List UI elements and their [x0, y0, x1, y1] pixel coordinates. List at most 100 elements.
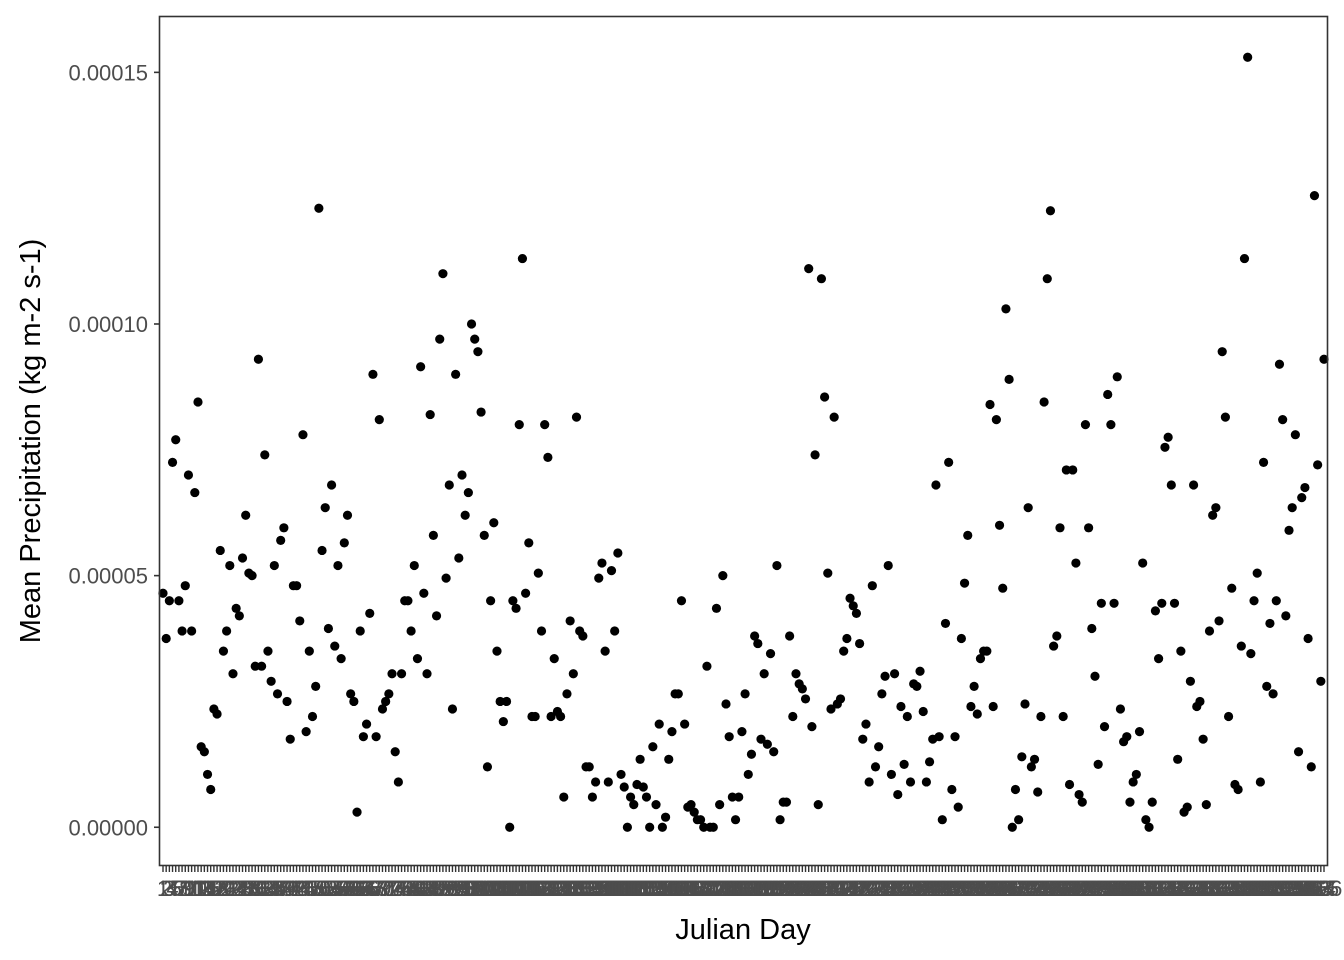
- x-tick-label: 6: [173, 876, 185, 901]
- data-point: [466, 319, 477, 329]
- data-point: [851, 608, 862, 618]
- data-point: [823, 568, 833, 578]
- data-point: [1188, 480, 1199, 490]
- x-tick-label: 61: [342, 876, 366, 901]
- data-point: [199, 747, 209, 757]
- data-point: [546, 711, 556, 722]
- x-tick-label: 77: [393, 876, 417, 901]
- x-tick-label: 363: [1296, 876, 1333, 901]
- data-point: [1023, 503, 1033, 513]
- data-point: [944, 457, 954, 467]
- data-point: [202, 769, 213, 780]
- x-tick-label: 15: [195, 876, 219, 901]
- data-point: [1163, 432, 1173, 442]
- x-tick-label: 269: [997, 876, 1034, 901]
- x-tick-label: 170: [682, 876, 719, 901]
- data-point: [912, 681, 922, 691]
- data-point: [1169, 598, 1180, 608]
- data-point: [924, 757, 935, 767]
- data-point: [447, 704, 458, 714]
- data-point: [756, 734, 766, 744]
- data-point: [272, 689, 283, 699]
- data-point: [820, 392, 830, 402]
- data-point: [657, 822, 667, 832]
- data-point: [533, 568, 543, 578]
- x-tick-label: 240: [905, 876, 942, 901]
- data-point: [431, 611, 442, 621]
- x-tick-label: 57: [329, 876, 353, 901]
- x-tick-label: 43: [284, 876, 308, 901]
- data-point: [377, 704, 388, 714]
- x-tick-label: 256: [956, 876, 993, 901]
- data-point: [1036, 711, 1046, 722]
- data-point: [438, 269, 448, 279]
- x-tick-label: 38: [268, 876, 292, 901]
- x-tick-label: 50: [307, 876, 331, 901]
- data-point: [1106, 420, 1116, 430]
- data-point: [934, 732, 944, 742]
- plot-panel-border: [158, 15, 1329, 867]
- data-point: [183, 470, 194, 480]
- x-tick-label: 160: [650, 876, 687, 901]
- data-point: [1093, 759, 1103, 769]
- x-tick-label: 79: [399, 876, 423, 901]
- x-tick-label: 17: [202, 876, 226, 901]
- data-point: [1001, 304, 1011, 314]
- data-point: [1122, 732, 1132, 742]
- data-point: [753, 638, 763, 649]
- x-tick-label: 128: [549, 876, 586, 901]
- data-point: [1316, 676, 1326, 686]
- x-tick-label: 304: [1108, 876, 1145, 901]
- x-axis: 1234567891011121314151617181920212223242…: [157, 865, 1342, 901]
- x-tick-label: 217: [832, 876, 869, 901]
- x-tick-label: 241: [908, 876, 945, 901]
- data-point: [225, 560, 235, 571]
- data-point: [549, 654, 559, 664]
- x-tick-label: 259: [965, 876, 1002, 901]
- data-point: [826, 704, 836, 714]
- x-tick-label: 212: [816, 876, 853, 901]
- data-point: [1068, 465, 1078, 475]
- data-point: [880, 671, 890, 681]
- data-point: [167, 457, 178, 467]
- x-tick-label: 48: [300, 876, 324, 901]
- x-tick-label: 225: [857, 876, 894, 901]
- x-tick-label: 250: [937, 876, 974, 901]
- x-tick-label: 101: [463, 876, 500, 901]
- x-tick-label: 45: [291, 876, 315, 901]
- data-point: [1141, 815, 1151, 825]
- y-tick-label: 0.00015: [68, 60, 148, 85]
- data-point: [641, 792, 652, 802]
- data-point: [1249, 596, 1259, 606]
- data-point: [972, 709, 982, 719]
- x-tick-label: 231: [876, 876, 913, 901]
- x-tick-label: 345: [1239, 876, 1276, 901]
- data-point: [1268, 689, 1278, 699]
- data-point: [715, 800, 725, 810]
- data-point: [381, 696, 391, 707]
- x-tick-label: 55: [323, 876, 347, 901]
- x-tick-label: 339: [1220, 876, 1257, 901]
- data-point: [654, 719, 664, 729]
- data-point: [314, 203, 324, 213]
- x-tick-label: 70: [370, 876, 394, 901]
- data-point: [676, 596, 687, 606]
- x-axis-title: Julian Day: [675, 914, 811, 946]
- x-tick-label: 152: [625, 876, 662, 901]
- x-tick-label: 42: [281, 876, 305, 901]
- x-tick-label: 208: [803, 876, 840, 901]
- x-tick-label: 218: [835, 876, 872, 901]
- data-point: [425, 409, 435, 420]
- x-tick-label: 293: [1073, 876, 1110, 901]
- x-tick-label: 235: [889, 876, 926, 901]
- data-point: [164, 596, 174, 606]
- data-point: [845, 593, 855, 603]
- x-tick-label: 62: [345, 876, 369, 901]
- data-point: [734, 792, 744, 802]
- data-point: [269, 560, 279, 571]
- data-point: [1220, 412, 1230, 422]
- x-tick-label: 163: [660, 876, 697, 901]
- x-tick-label: 11: [183, 876, 206, 901]
- data-point: [282, 696, 292, 707]
